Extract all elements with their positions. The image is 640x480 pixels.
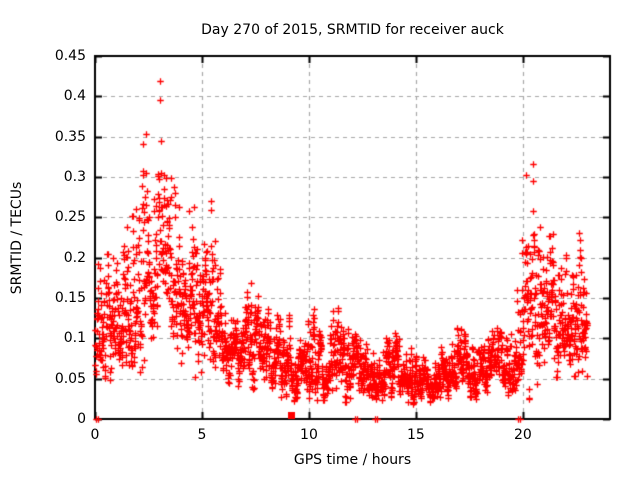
y-tick-label: 0.15 (54, 290, 86, 306)
y-tick-label: 0.35 (54, 128, 86, 145)
chart-title: Day 270 of 2015, SRMTID for receiver auc… (201, 22, 504, 38)
x-tick-label: 5 (197, 427, 207, 443)
y-tick-label: 0.3 (63, 169, 86, 185)
y-tick-label: 0.2 (63, 249, 86, 266)
y-tick-label: 0.05 (54, 370, 86, 387)
y-tick-label: 0 (77, 411, 86, 427)
x-tick-label: 15 (407, 427, 425, 443)
x-tick-label: 0 (90, 427, 100, 443)
y-tick-label: 0.4 (63, 88, 86, 105)
x-tick-label: 20 (513, 427, 532, 443)
y-tick-label: 0.45 (54, 48, 86, 64)
x-tick-label: 10 (300, 427, 318, 443)
x-axis-label: GPS time / hours (293, 452, 412, 468)
y-tick-label: 0.25 (54, 209, 86, 226)
y-axis-label: SRMTID / TECUs (9, 181, 25, 295)
y-tick-label: 0.1 (63, 330, 86, 347)
